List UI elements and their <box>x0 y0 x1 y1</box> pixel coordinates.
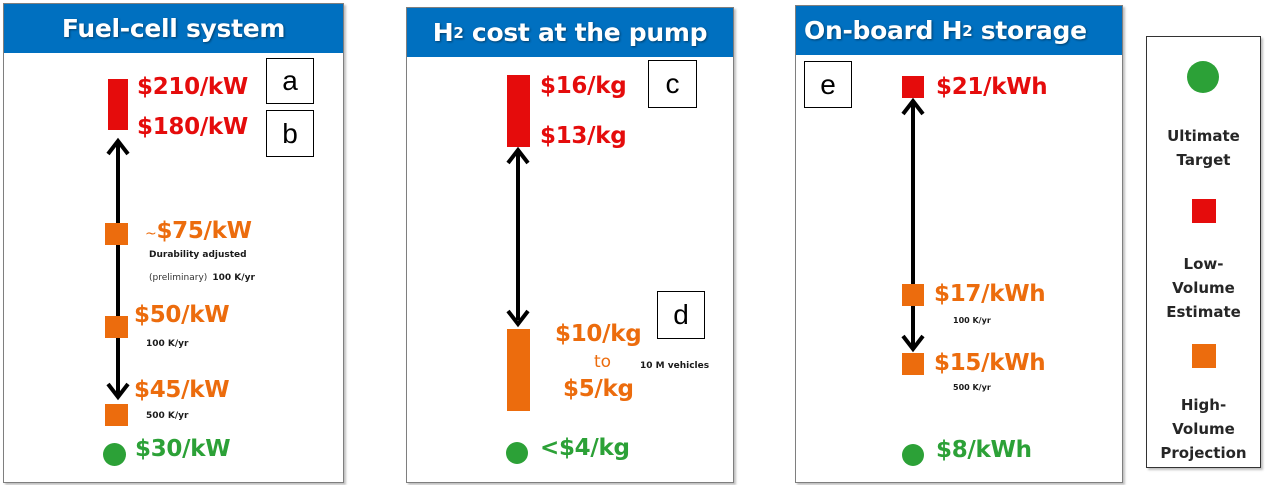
legend-line: Target <box>1176 151 1231 169</box>
title-part: H <box>432 18 454 47</box>
legend-line: High- <box>1180 396 1227 414</box>
note-label: 100 K/yr <box>953 316 991 325</box>
high-volume-marker <box>902 284 924 306</box>
value-text: $75/kW <box>156 218 252 244</box>
high-volume-marker <box>105 223 128 245</box>
legend-label-ultimate-target: Ultimate Target <box>1147 124 1260 172</box>
high-volume-marker <box>105 404 128 426</box>
value-label: $50/kW <box>134 302 230 328</box>
high-volume-marker <box>902 353 924 375</box>
value-label: $5/kg <box>563 376 634 402</box>
tag-letter: d <box>673 299 689 330</box>
note-label: 10 M vehicles <box>640 361 710 371</box>
note-volume: 100 K/yr <box>212 273 255 283</box>
tag-box-d: d <box>657 291 705 339</box>
legend-line: Projection <box>1160 444 1247 462</box>
note-label: (preliminary) 100 K/yr <box>149 265 255 284</box>
tag-letter: a <box>282 65 298 96</box>
tag-box-c: c <box>648 60 697 108</box>
note-light: (preliminary) <box>149 273 208 283</box>
legend-line: Ultimate <box>1167 127 1240 145</box>
value-label: $8/kWh <box>936 437 1032 463</box>
legend-line: Low- <box>1183 255 1224 273</box>
double-arrow-icon <box>901 97 925 353</box>
legend-label-high-volume-projection: High- Volume Projection <box>1147 393 1260 465</box>
value-label: $13/kg <box>540 123 627 149</box>
value-label: $210/kW <box>137 74 248 100</box>
tag-box-e: e <box>804 61 852 108</box>
tag-box-a: a <box>266 58 314 104</box>
legend-green-circle-icon <box>1187 61 1219 93</box>
legend: Ultimate Target Low- Volume Estimate Hig… <box>1146 36 1261 468</box>
legend-line: Volume <box>1172 279 1235 297</box>
low-volume-range-bar <box>507 75 530 147</box>
tag-letter: b <box>282 117 298 149</box>
low-volume-range-bar <box>108 79 128 130</box>
title-part: cost at the pump <box>463 18 708 47</box>
tag-box-b: b <box>266 110 314 157</box>
legend-line: Estimate <box>1166 303 1241 321</box>
legend-line: Volume <box>1172 420 1235 438</box>
value-label: $21/kWh <box>936 74 1048 100</box>
ultimate-target-marker <box>902 444 924 466</box>
double-arrow-icon <box>506 146 530 328</box>
tag-letter: e <box>820 68 836 100</box>
high-volume-marker <box>105 316 128 338</box>
legend-orange-square-icon <box>1192 344 1216 368</box>
approx-symbol: ~ <box>145 226 157 242</box>
note-label: 500 K/yr <box>953 383 991 392</box>
connector-label: to <box>594 352 612 372</box>
value-label: $30/kW <box>135 436 231 462</box>
legend-label-low-volume-estimate: Low- Volume Estimate <box>1147 252 1260 324</box>
note-label: 500 K/yr <box>146 411 189 421</box>
value-label: $180/kW <box>137 114 248 140</box>
panel-title: Fuel-cell system <box>4 4 343 53</box>
tag-letter: c <box>665 68 680 99</box>
double-arrow-icon <box>106 137 130 401</box>
legend-red-square-icon <box>1192 199 1216 223</box>
low-volume-marker <box>902 76 924 98</box>
value-label: <$4/kg <box>540 435 630 461</box>
title-part: storage <box>972 16 1087 45</box>
high-volume-range-bar <box>507 329 530 411</box>
value-label: $16/kg <box>540 73 627 99</box>
value-label: $15/kWh <box>934 350 1046 376</box>
value-label: ~$75/kW <box>145 218 252 244</box>
note-label: 100 K/yr <box>146 339 189 349</box>
note-label: Durability adjusted <box>149 250 247 260</box>
ultimate-target-marker <box>103 443 126 466</box>
value-label: $10/kg <box>555 321 642 347</box>
value-label: $45/kW <box>134 377 230 403</box>
value-label: $17/kWh <box>934 281 1046 307</box>
panel-title-text: Fuel-cell system <box>61 14 286 43</box>
title-part: On-board H <box>804 16 963 45</box>
ultimate-target-marker <box>506 442 528 464</box>
